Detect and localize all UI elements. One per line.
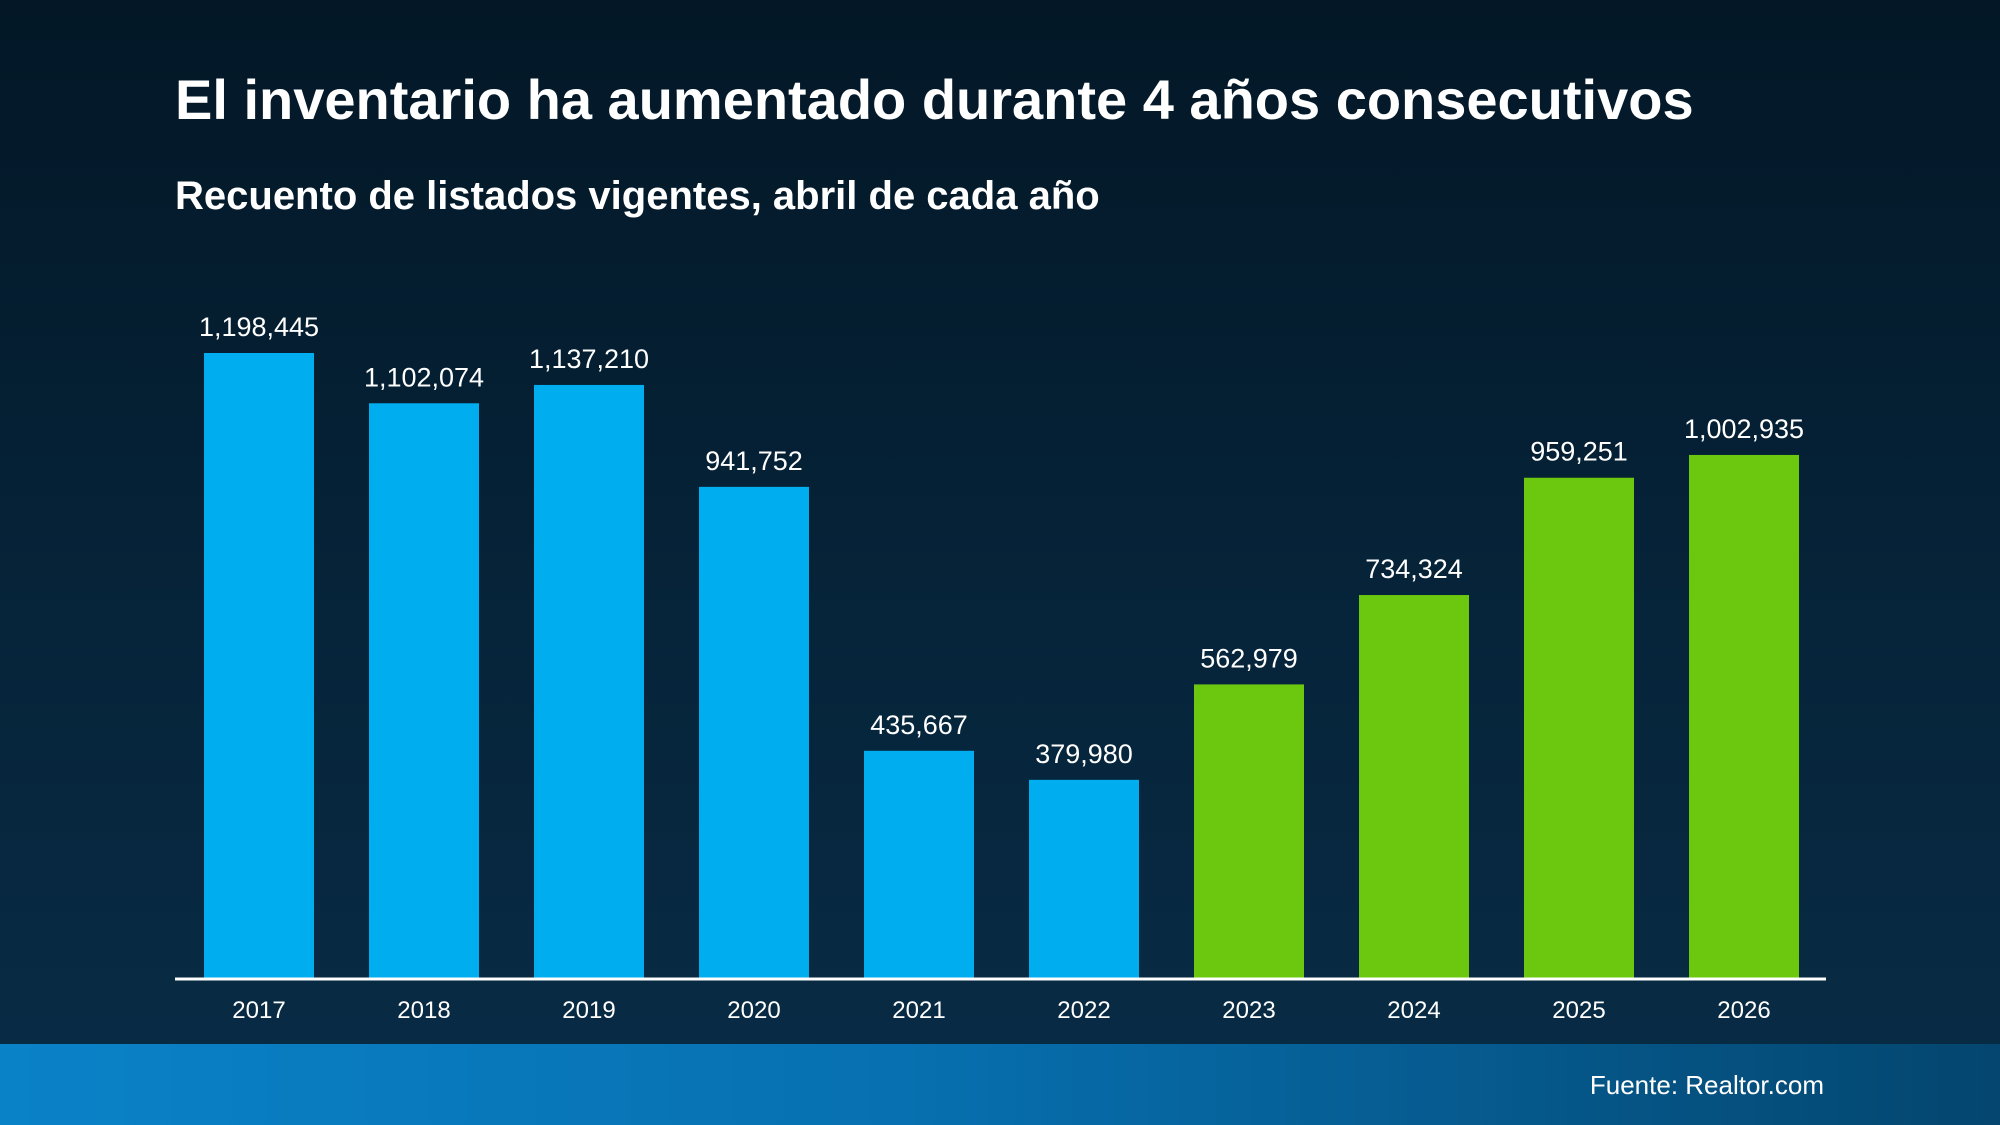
x-tick-2022: 2022 (1057, 997, 1110, 1024)
value-label-2018: 1,102,074 (364, 362, 484, 392)
bar-2022 (1029, 779, 1139, 978)
value-label-2025: 959,251 (1530, 437, 1628, 467)
bar-2017 (204, 353, 314, 978)
source-note: Fuente: Realtor.com (1589, 1070, 1824, 1100)
bar-2020 (699, 486, 809, 978)
value-label-2021: 435,667 (870, 710, 968, 740)
value-label-2023: 562,979 (1200, 643, 1298, 673)
x-tick-2023: 2023 (1222, 997, 1275, 1024)
x-tick-2019: 2019 (562, 997, 615, 1024)
bar-chart: 1,198,445 2017 1,102,074 2018 1,137,210 2019 9… (199, 312, 1804, 1024)
chart-title: El inventario ha aumentado durante 4 año… (175, 68, 1694, 131)
value-label-2020: 941,752 (705, 446, 803, 476)
x-tick-2026: 2026 (1717, 997, 1770, 1024)
x-tick-2024: 2024 (1387, 997, 1440, 1024)
bar-2023 (1194, 684, 1304, 978)
x-tick-2025: 2025 (1552, 997, 1605, 1024)
bar-2025 (1524, 477, 1634, 978)
value-label-2024: 734,324 (1365, 554, 1463, 584)
bar-2021 (864, 750, 974, 978)
chart-subtitle: Recuento de listados vigentes, abril de … (175, 174, 1100, 218)
bar-2018 (369, 403, 479, 978)
bar-2026 (1689, 454, 1799, 979)
x-tick-2018: 2018 (397, 997, 450, 1024)
value-label-2022: 379,980 (1035, 739, 1133, 769)
x-tick-2021: 2021 (892, 997, 945, 1024)
value-label-2017: 1,198,445 (199, 312, 319, 342)
value-label-2019: 1,137,210 (529, 344, 649, 374)
footer-band: Fuente: Realtor.com (0, 1044, 2000, 1125)
value-label-2026: 1,002,935 (1684, 414, 1804, 444)
x-tick-2017: 2017 (232, 997, 285, 1024)
bar-2024 (1359, 595, 1469, 978)
bar-2019 (534, 384, 644, 979)
x-tick-2020: 2020 (727, 997, 780, 1024)
